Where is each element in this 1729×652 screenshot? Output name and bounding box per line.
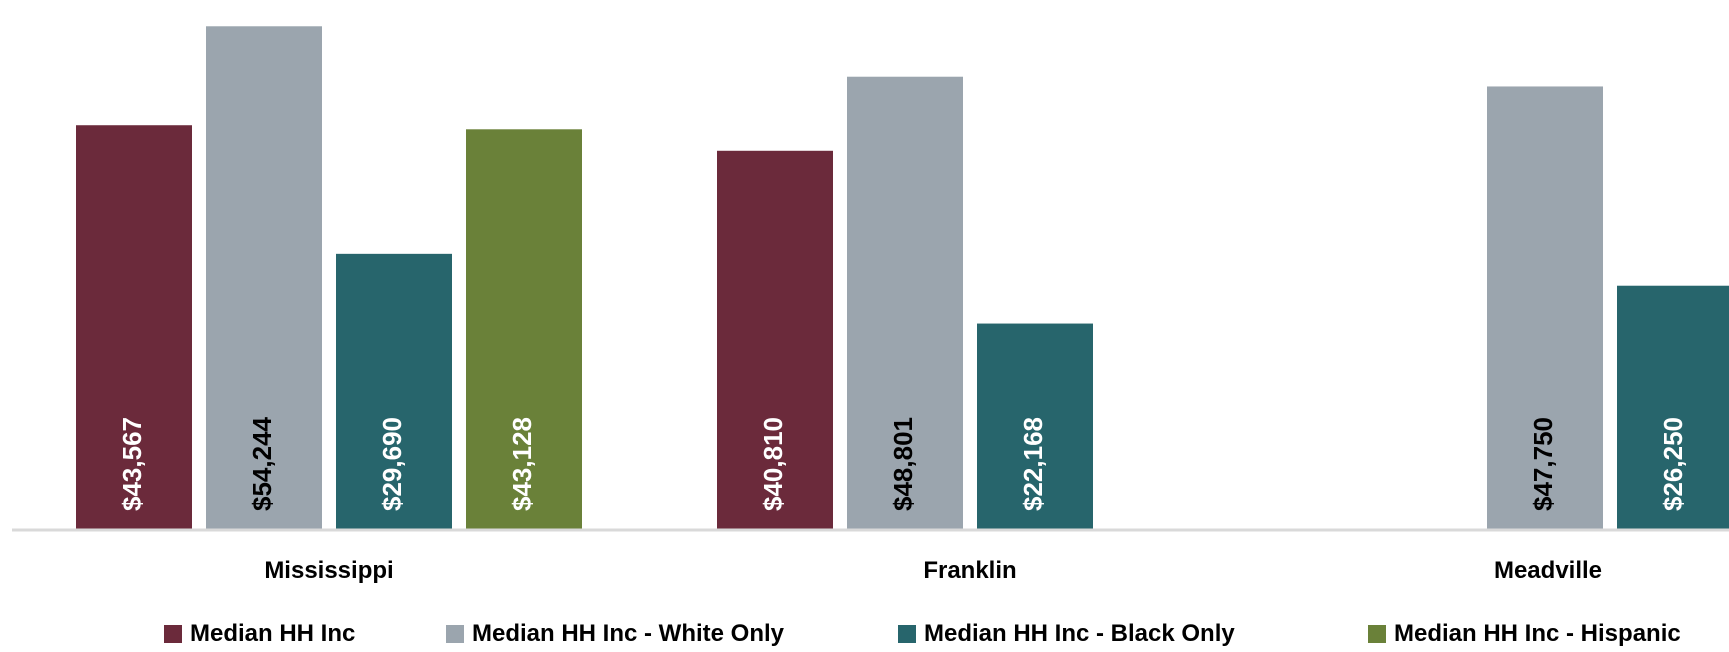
- legend-item-3: Median HH Inc - Hispanic: [1368, 620, 1681, 648]
- data-label-meadville-1: $47,750: [1528, 417, 1558, 511]
- category-label-meadville: Meadville: [1494, 557, 1602, 584]
- legend-item-1: Median HH Inc - White Only: [446, 620, 784, 648]
- legend: Median HH Inc Median HH Inc - White Only M…: [0, 620, 1729, 652]
- legend-label: Median HH Inc - White Only: [472, 620, 785, 647]
- legend-item-2: Median HH Inc - Black Only: [898, 620, 1235, 648]
- data-label-meadville-2: $26,250: [1658, 417, 1688, 511]
- bar-franklin-0: [717, 150, 833, 529]
- bar-meadville-2: [1617, 285, 1729, 529]
- legend-swatch: [1368, 625, 1386, 643]
- category-labels: Mississippi Franklin Meadville: [264, 557, 1602, 584]
- bar-mississippi-2: [336, 253, 452, 529]
- legend-label: Median HH Inc - Black Only: [924, 620, 1235, 647]
- bar-franklin-2: [977, 323, 1093, 529]
- bar-mississippi-1: [206, 26, 322, 530]
- bar-mississippi-0: [76, 125, 192, 529]
- data-label-franklin-2: $22,168: [1018, 417, 1048, 511]
- data-label-mississippi-2: $29,690: [377, 417, 407, 511]
- bar-franklin-1: [847, 76, 963, 530]
- data-label-mississippi-1: $54,244: [247, 416, 277, 511]
- bars-layer: $43,567 $54,244 $29,690 $43,128 $40,810 $48,8…: [76, 26, 1729, 530]
- legend-swatch: [898, 625, 916, 643]
- legend-label: Median HH Inc: [190, 620, 356, 647]
- data-label-mississippi-0: $43,567: [117, 417, 147, 511]
- legend-swatch: [446, 625, 464, 643]
- legend-item-0: Median HH Inc: [164, 620, 355, 648]
- bar-mississippi-3: [466, 129, 582, 530]
- category-label-franklin: Franklin: [923, 557, 1016, 584]
- data-label-mississippi-3: $43,128: [507, 417, 537, 511]
- bar-meadville-1: [1487, 86, 1603, 529]
- category-label-mississippi: Mississippi: [264, 557, 393, 584]
- data-label-franklin-0: $40,810: [758, 417, 788, 511]
- legend-swatch: [164, 625, 182, 643]
- data-label-franklin-1: $48,801: [888, 417, 918, 511]
- legend-label: Median HH Inc - Hispanic: [1394, 620, 1681, 647]
